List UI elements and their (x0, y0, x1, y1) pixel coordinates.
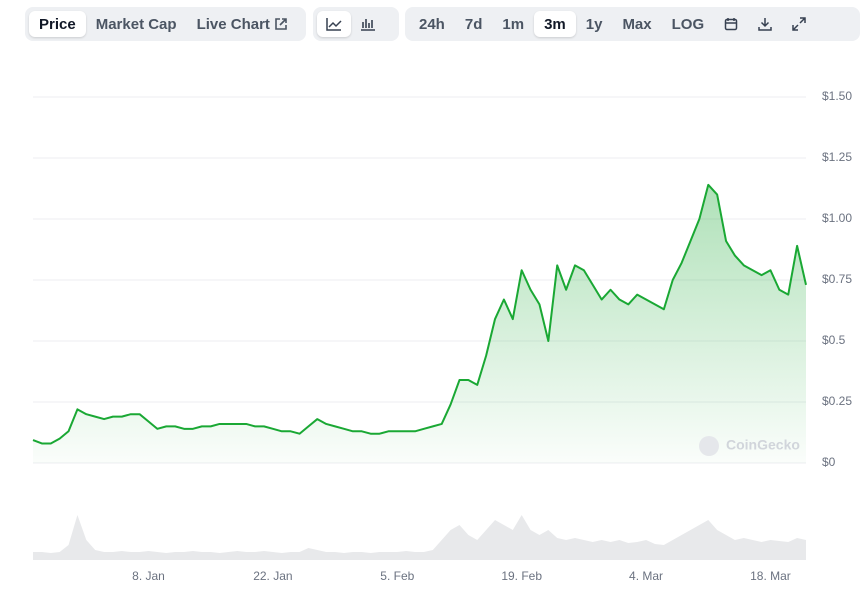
tab[interactable]: Market Cap (95, 15, 177, 33)
watermark-text: CoinGecko (726, 437, 800, 453)
price-line (32, 183, 807, 445)
calendar-icon (724, 18, 738, 31)
volume-area (33, 515, 806, 560)
range-button[interactable]: 24h (419, 15, 445, 33)
y-tick-label: $0.75 (822, 272, 852, 286)
expand-icon (792, 17, 806, 31)
range-button[interactable]: Max (622, 15, 652, 33)
tab-group: Price Market Cap Live Chart (25, 7, 306, 41)
range-button[interactable]: 7d (464, 15, 483, 33)
tab[interactable]: Live Chart (187, 11, 298, 37)
candle-chart-button[interactable] (351, 11, 385, 37)
watermark: CoinGecko (699, 436, 800, 456)
x-tick-label: 22. Jan (253, 569, 292, 583)
y-tick-label: $1.25 (822, 150, 852, 164)
y-tick-label: $0 (822, 455, 836, 469)
range-button[interactable]: 3m (534, 11, 576, 37)
tab[interactable]: Price (29, 11, 86, 37)
chart-type-group (313, 7, 399, 41)
tab-label: Live Chart (196, 15, 270, 33)
x-tick-label: 19. Feb (501, 569, 542, 583)
y-tick-label: $1.00 (822, 211, 852, 225)
range-button[interactable]: 1y (585, 15, 603, 33)
area (33, 184, 806, 463)
log-button[interactable]: LOG (671, 15, 705, 33)
line-icon (326, 18, 342, 31)
x-tick-label: 5. Feb (380, 569, 414, 583)
range-button[interactable]: 1m (502, 15, 525, 33)
candle-icon (361, 19, 375, 31)
y-tick-label: $0.25 (822, 394, 852, 408)
external-icon (275, 18, 287, 30)
fullscreen-button[interactable] (782, 11, 816, 37)
download-button[interactable] (748, 11, 782, 37)
calendar-button[interactable] (714, 11, 748, 37)
x-tick-label: 4. Mar (629, 569, 663, 583)
y-tick-label: $0.5 (822, 333, 846, 347)
x-tick-label: 8. Jan (132, 569, 165, 583)
y-tick-label: $1.50 (822, 89, 852, 103)
range-group: 24h 7d 1m 3m 1y Max LOG (405, 7, 860, 41)
line-chart-button[interactable] (317, 11, 351, 37)
download-icon (758, 18, 772, 31)
x-tick-label: 18. Mar (750, 569, 791, 583)
